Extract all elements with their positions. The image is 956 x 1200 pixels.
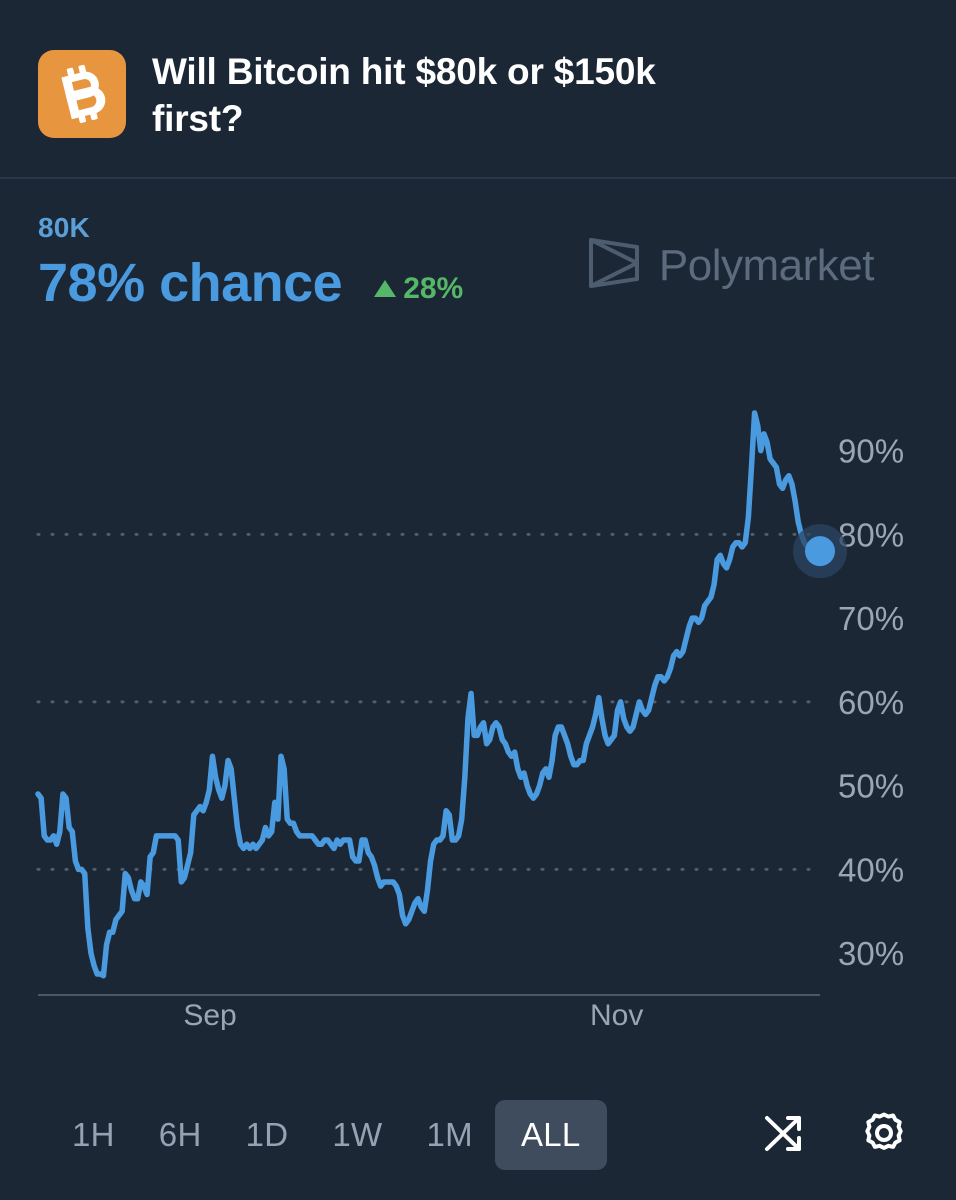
change-badge: 28%: [374, 272, 463, 306]
y-tick-label: 40%: [838, 851, 904, 888]
chart-toolbar: 1H 6H 1D 1W 1M ALL: [0, 1085, 956, 1185]
y-tick-label: 50%: [838, 768, 904, 805]
y-tick-label: 30%: [838, 935, 904, 972]
price-chart[interactable]: 90% 80% 70% 60% 50% 40% 30% Sep Nov: [0, 370, 956, 1030]
bitcoin-icon: [38, 50, 126, 138]
x-tick-label: Sep: [183, 999, 236, 1030]
page-title: Will Bitcoin hit $80k or $150k first?: [152, 51, 656, 140]
shuffle-icon[interactable]: [760, 1110, 806, 1161]
chart-gridlines: [36, 532, 822, 871]
y-tick-label: 80%: [838, 516, 904, 553]
range-button-1w[interactable]: 1W: [332, 1116, 383, 1153]
range-button-1m[interactable]: 1M: [426, 1116, 473, 1153]
chance-value: 78% chance: [38, 253, 343, 313]
settings-gear-icon[interactable]: [860, 1109, 908, 1162]
triangle-up-icon: [374, 280, 397, 297]
market-stats: 80K 78% chance 28% Polymarket: [38, 212, 916, 311]
range-button-6h[interactable]: 6H: [158, 1116, 202, 1153]
polymarket-branding: Polymarket: [587, 236, 875, 295]
header-divider: [0, 177, 956, 179]
outcome-label: 80K: [38, 212, 90, 243]
market-header: Will Bitcoin hit $80k or $150k first?: [0, 0, 956, 139]
current-price-marker: [805, 536, 835, 567]
range-button-1d[interactable]: 1D: [245, 1116, 289, 1153]
range-button-all[interactable]: ALL: [494, 1100, 607, 1170]
price-line: [35, 410, 823, 979]
brand-name: Polymarket: [658, 240, 875, 290]
y-axis-ticks: 90% 80% 70% 60% 50% 40% 30%: [838, 433, 904, 973]
x-tick-label: Nov: [590, 999, 643, 1030]
y-tick-label: 70%: [838, 600, 904, 637]
toolbar-icons: [760, 1109, 916, 1162]
chance-row: 78% chance 28%: [38, 256, 916, 310]
chart-canvas[interactable]: 90% 80% 70% 60% 50% 40% 30% Sep Nov: [0, 370, 956, 1030]
change-value: 28%: [403, 271, 464, 305]
y-tick-label: 60%: [838, 684, 904, 721]
polymarket-logo-icon: [587, 236, 643, 295]
x-axis-ticks: Sep Nov: [183, 999, 643, 1030]
range-button-1h[interactable]: 1H: [72, 1116, 115, 1153]
y-tick-label: 90%: [838, 433, 904, 470]
time-range-group[interactable]: 1H 6H 1D 1W 1M ALL: [50, 1100, 607, 1170]
